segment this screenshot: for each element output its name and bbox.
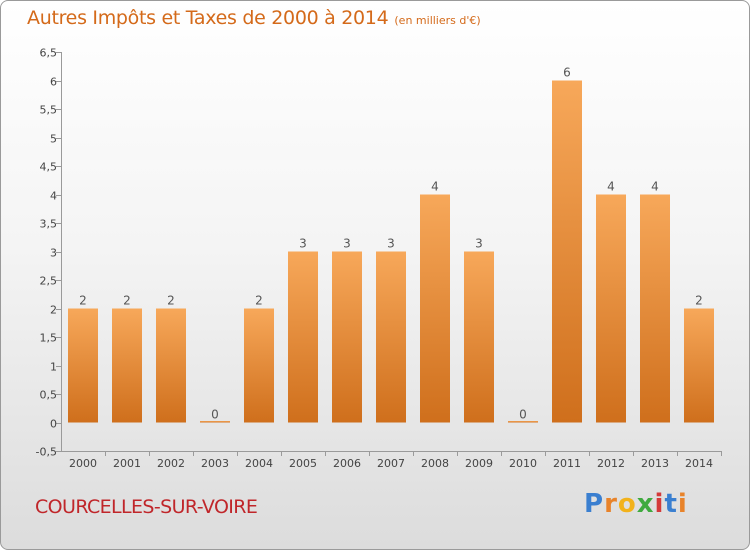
bar-2010 xyxy=(508,421,538,423)
bar-2001 xyxy=(112,308,142,423)
x-tick-label-2010: 2010 xyxy=(509,457,537,470)
data-label-2014: 2 xyxy=(695,294,703,308)
data-label-2006: 3 xyxy=(343,237,351,251)
bar-2013 xyxy=(640,194,670,423)
data-label-2000: 2 xyxy=(79,294,87,308)
bar-2009 xyxy=(464,251,494,423)
data-label-2010: 0 xyxy=(519,408,527,422)
chart-bars xyxy=(68,80,714,423)
y-tick-label: 3,5 xyxy=(40,218,58,231)
y-tick-label: 1 xyxy=(50,361,57,374)
y-tick-label: 3 xyxy=(50,247,57,260)
x-tick-label-2000: 2000 xyxy=(69,457,97,470)
data-label-2009: 3 xyxy=(475,237,483,251)
bar-2003 xyxy=(200,421,230,423)
y-tick-label: 4,5 xyxy=(40,161,58,174)
bar-2011 xyxy=(552,80,582,423)
chart-unit-note: (en milliers d'€) xyxy=(394,14,481,27)
y-tick-label: 2,5 xyxy=(40,275,58,288)
y-tick-label: 2 xyxy=(50,304,57,317)
logo-letter: o xyxy=(617,489,637,519)
data-label-2012: 4 xyxy=(607,180,615,194)
commune-name: COURCELLES-SUR-VOIRE xyxy=(35,496,258,518)
data-label-2008: 4 xyxy=(431,180,439,194)
bar-2012 xyxy=(596,194,626,423)
x-tick-label-2011: 2011 xyxy=(553,457,581,470)
x-tick-label-2009: 2009 xyxy=(465,457,493,470)
x-tick-label-2014: 2014 xyxy=(685,457,713,470)
data-label-2005: 3 xyxy=(299,237,307,251)
data-label-2001: 2 xyxy=(123,294,131,308)
x-tick-label-2002: 2002 xyxy=(157,457,185,470)
y-tick-label: 6,5 xyxy=(40,47,58,60)
logo-letter: t xyxy=(664,489,678,519)
logo-letter: i xyxy=(677,489,688,519)
x-tick-label-2003: 2003 xyxy=(201,457,229,470)
chart-data-labels: 2 2 2 0 2 3 3 3 4 3 0 6 4 4 2 xyxy=(79,66,703,422)
chart-axes: -0,5 0 0,5 1 1,5 2 2,5 3 3,5 4 4,5 5 5,5 6 6,5 2000 2001… xyxy=(36,47,722,470)
data-label-2002: 2 xyxy=(167,294,175,308)
bar-2002 xyxy=(156,308,186,423)
x-tick-label-2013: 2013 xyxy=(641,457,669,470)
x-tick-label-2001: 2001 xyxy=(113,457,141,470)
logo-letter: r xyxy=(604,489,618,519)
proxiti-logo: Proxiti xyxy=(584,489,688,519)
chart-title-block: Autres Impôts et Taxes de 2000 à 2014 (en… xyxy=(27,7,481,29)
y-tick-label: 1,5 xyxy=(40,332,58,345)
logo-letter: x xyxy=(636,489,655,519)
bar-2005 xyxy=(288,251,318,423)
bar-2007 xyxy=(376,251,406,423)
data-label-2013: 4 xyxy=(651,180,659,194)
bar-2000 xyxy=(68,308,98,423)
bar-2004 xyxy=(244,308,274,423)
x-tick-label-2007: 2007 xyxy=(377,457,405,470)
x-tick-label-2004: 2004 xyxy=(245,457,273,470)
logo-letter: P xyxy=(584,489,605,519)
y-tick-label: 0 xyxy=(50,418,57,431)
y-tick-label: 4 xyxy=(50,190,57,203)
data-label-2011: 6 xyxy=(563,66,571,80)
y-tick-label: -0,5 xyxy=(36,446,57,459)
x-tick-label-2005: 2005 xyxy=(289,457,317,470)
bar-2008 xyxy=(420,194,450,423)
chart-title: Autres Impôts et Taxes de 2000 à 2014 xyxy=(27,7,389,29)
bar-2006 xyxy=(332,251,362,423)
x-tick-label-2006: 2006 xyxy=(333,457,361,470)
y-tick-label: 5 xyxy=(50,133,57,146)
y-tick-label: 6 xyxy=(50,76,57,89)
y-tick-label: 0,5 xyxy=(40,389,58,402)
data-label-2007: 3 xyxy=(387,237,395,251)
data-label-2003: 0 xyxy=(211,408,219,422)
data-label-2004: 2 xyxy=(255,294,263,308)
logo-letter: i xyxy=(654,489,665,519)
y-tick-label: 5,5 xyxy=(40,104,58,117)
x-tick-label-2012: 2012 xyxy=(597,457,625,470)
bar-2014 xyxy=(684,308,714,423)
x-tick-label-2008: 2008 xyxy=(421,457,449,470)
